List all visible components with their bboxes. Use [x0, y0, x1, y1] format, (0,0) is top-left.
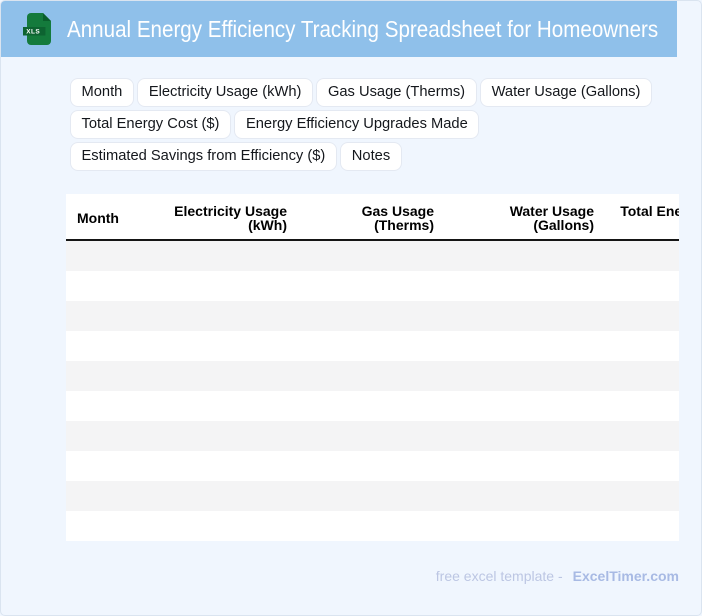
svg-text:XLS: XLS — [26, 29, 40, 36]
